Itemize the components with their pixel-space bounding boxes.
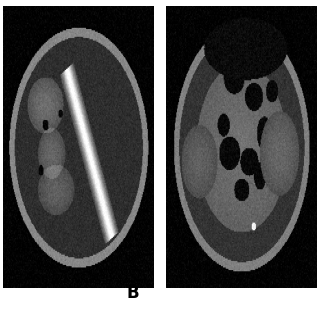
Text: B: B — [126, 284, 139, 302]
